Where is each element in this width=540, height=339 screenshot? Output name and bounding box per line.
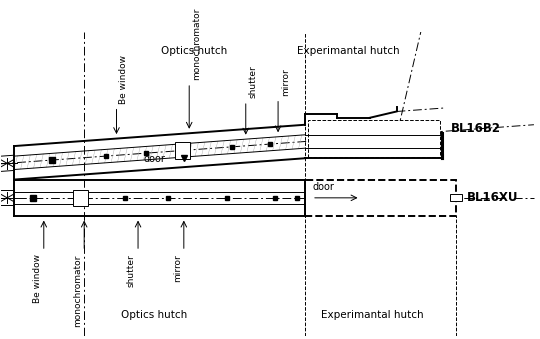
Text: Experimantal hutch: Experimantal hutch	[297, 45, 400, 56]
Text: shutter: shutter	[127, 254, 136, 287]
Bar	[450, 195, 462, 201]
Bar	[305, 180, 456, 216]
Text: Optics hutch: Optics hutch	[121, 310, 187, 320]
Bar	[175, 142, 190, 159]
Text: mirror: mirror	[173, 254, 181, 282]
Text: door: door	[312, 182, 334, 192]
Bar	[73, 190, 88, 206]
Text: mirror: mirror	[281, 68, 290, 96]
Text: monochromator: monochromator	[73, 254, 82, 326]
Text: Be window: Be window	[32, 254, 42, 303]
Text: BL16XU: BL16XU	[467, 191, 518, 204]
Text: monochromator: monochromator	[192, 7, 201, 80]
Text: Be window: Be window	[119, 55, 128, 103]
Bar	[308, 120, 440, 157]
Text: door: door	[143, 154, 165, 164]
Text: Experimantal hutch: Experimantal hutch	[321, 310, 424, 320]
Text: BL16B2: BL16B2	[450, 122, 501, 135]
Text: Optics hutch: Optics hutch	[161, 45, 228, 56]
Text: shutter: shutter	[248, 65, 258, 98]
